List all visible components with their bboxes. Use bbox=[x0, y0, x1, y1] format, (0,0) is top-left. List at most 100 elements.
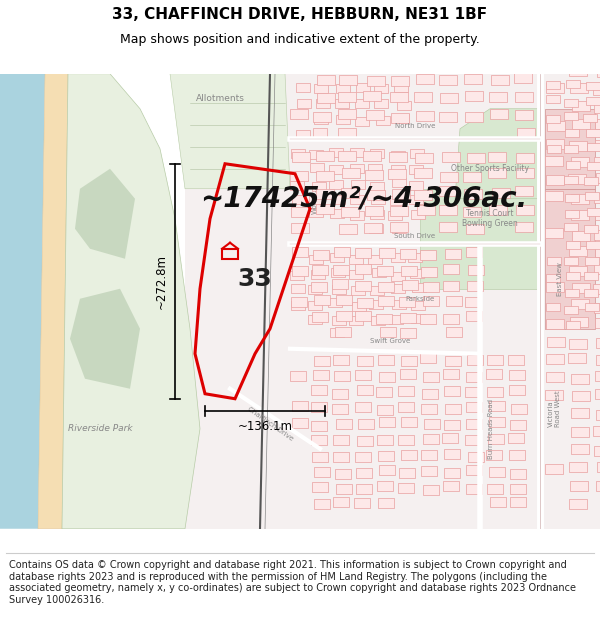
Bar bbox=[443, 386, 460, 396]
Bar bbox=[415, 189, 433, 199]
Bar bbox=[442, 152, 460, 162]
Bar bbox=[421, 251, 436, 261]
Bar bbox=[466, 484, 482, 494]
Bar bbox=[517, 168, 535, 178]
Bar bbox=[308, 301, 322, 310]
Text: Woodv...: Woodv... bbox=[312, 184, 318, 214]
Bar bbox=[594, 264, 600, 274]
Bar bbox=[356, 484, 371, 494]
Bar bbox=[358, 356, 373, 366]
Bar bbox=[563, 145, 578, 153]
Bar bbox=[335, 311, 352, 321]
Bar bbox=[515, 92, 533, 102]
Bar bbox=[465, 112, 483, 122]
Bar bbox=[585, 192, 599, 200]
Bar bbox=[400, 249, 416, 259]
Bar bbox=[355, 402, 371, 412]
Bar bbox=[490, 92, 508, 102]
Bar bbox=[349, 316, 363, 325]
Bar bbox=[514, 73, 532, 83]
Bar bbox=[587, 162, 600, 170]
Bar bbox=[391, 76, 409, 86]
Bar bbox=[335, 484, 352, 494]
Bar bbox=[571, 194, 589, 204]
Bar bbox=[335, 469, 351, 479]
Bar bbox=[596, 410, 600, 420]
Bar bbox=[314, 467, 330, 477]
Bar bbox=[333, 497, 349, 507]
Bar bbox=[547, 121, 565, 131]
Bar bbox=[335, 327, 350, 337]
Bar bbox=[492, 188, 510, 198]
Bar bbox=[571, 210, 589, 220]
Text: Allotments: Allotments bbox=[196, 94, 244, 103]
Bar bbox=[416, 74, 434, 84]
Bar bbox=[309, 208, 323, 217]
Bar bbox=[570, 83, 588, 93]
Text: South Drive: South Drive bbox=[394, 232, 436, 239]
Bar bbox=[332, 316, 346, 325]
Bar bbox=[421, 404, 437, 414]
Bar bbox=[508, 354, 524, 364]
Bar bbox=[596, 462, 600, 472]
Bar bbox=[332, 404, 349, 414]
Polygon shape bbox=[70, 289, 140, 389]
Bar bbox=[410, 269, 424, 278]
Bar bbox=[410, 149, 424, 158]
Bar bbox=[376, 116, 389, 125]
Bar bbox=[546, 274, 560, 282]
Bar bbox=[564, 257, 578, 265]
Bar bbox=[490, 109, 508, 119]
Text: Contains OS data © Crown copyright and database right 2021. This information is : Contains OS data © Crown copyright and d… bbox=[9, 560, 576, 605]
Bar bbox=[584, 289, 598, 297]
Text: Map shows position and indicative extent of the property.: Map shows position and indicative extent… bbox=[120, 34, 480, 46]
Bar bbox=[593, 284, 600, 294]
Bar bbox=[584, 225, 598, 233]
Bar bbox=[329, 165, 343, 174]
Bar bbox=[376, 314, 392, 324]
Bar bbox=[566, 241, 580, 249]
Text: ~17425m²/~4.306ac.: ~17425m²/~4.306ac. bbox=[200, 185, 527, 213]
Bar bbox=[338, 151, 356, 161]
Bar bbox=[423, 434, 439, 444]
Bar bbox=[371, 316, 385, 325]
Polygon shape bbox=[38, 74, 68, 529]
Bar bbox=[401, 417, 417, 427]
Bar bbox=[545, 391, 563, 401]
Bar bbox=[466, 311, 482, 321]
Bar bbox=[388, 169, 406, 179]
Bar bbox=[511, 404, 527, 414]
Bar bbox=[440, 93, 458, 103]
Bar bbox=[400, 312, 416, 322]
Bar bbox=[597, 67, 600, 77]
Bar bbox=[586, 241, 599, 249]
Bar bbox=[400, 328, 416, 338]
Bar bbox=[292, 301, 305, 310]
Bar bbox=[446, 296, 462, 306]
Bar bbox=[465, 388, 481, 398]
Bar bbox=[596, 355, 600, 365]
Bar bbox=[587, 208, 600, 216]
Bar bbox=[378, 451, 394, 461]
Bar bbox=[314, 499, 330, 509]
Bar bbox=[311, 402, 328, 412]
Bar bbox=[363, 151, 381, 161]
Text: ~136.1m: ~136.1m bbox=[238, 420, 293, 433]
Bar bbox=[416, 111, 434, 121]
Bar bbox=[571, 317, 589, 327]
Bar bbox=[331, 268, 345, 278]
Bar bbox=[291, 223, 309, 233]
Bar bbox=[410, 301, 425, 310]
Bar bbox=[334, 247, 350, 257]
Bar bbox=[308, 256, 323, 264]
Bar bbox=[439, 186, 457, 196]
Polygon shape bbox=[0, 74, 45, 529]
Bar bbox=[377, 266, 394, 276]
Bar bbox=[390, 92, 408, 102]
Bar bbox=[466, 419, 482, 429]
Bar bbox=[332, 285, 346, 294]
Text: Chaffinch Drive: Chaffinch Drive bbox=[246, 406, 294, 442]
Bar bbox=[292, 248, 308, 258]
Bar bbox=[545, 96, 560, 104]
Bar bbox=[377, 481, 393, 491]
